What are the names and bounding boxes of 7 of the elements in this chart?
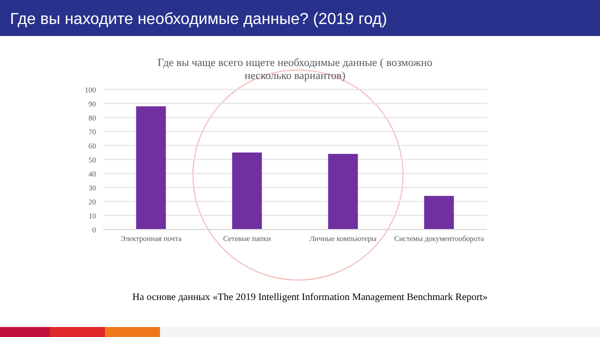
text: На основе данных «The 2019 Intelligent Information Management Benchmark Report» <box>132 292 488 303</box>
bar <box>136 106 166 230</box>
bar <box>328 154 358 230</box>
bar <box>232 152 262 230</box>
chart-subtitle: Где вы чаще всего ищете необходимые данные ( возможно несколько вариантов) <box>158 57 433 82</box>
bar <box>424 196 454 230</box>
chart-title: Где вы находите необходимые данные? (2019 год) <box>10 11 388 28</box>
